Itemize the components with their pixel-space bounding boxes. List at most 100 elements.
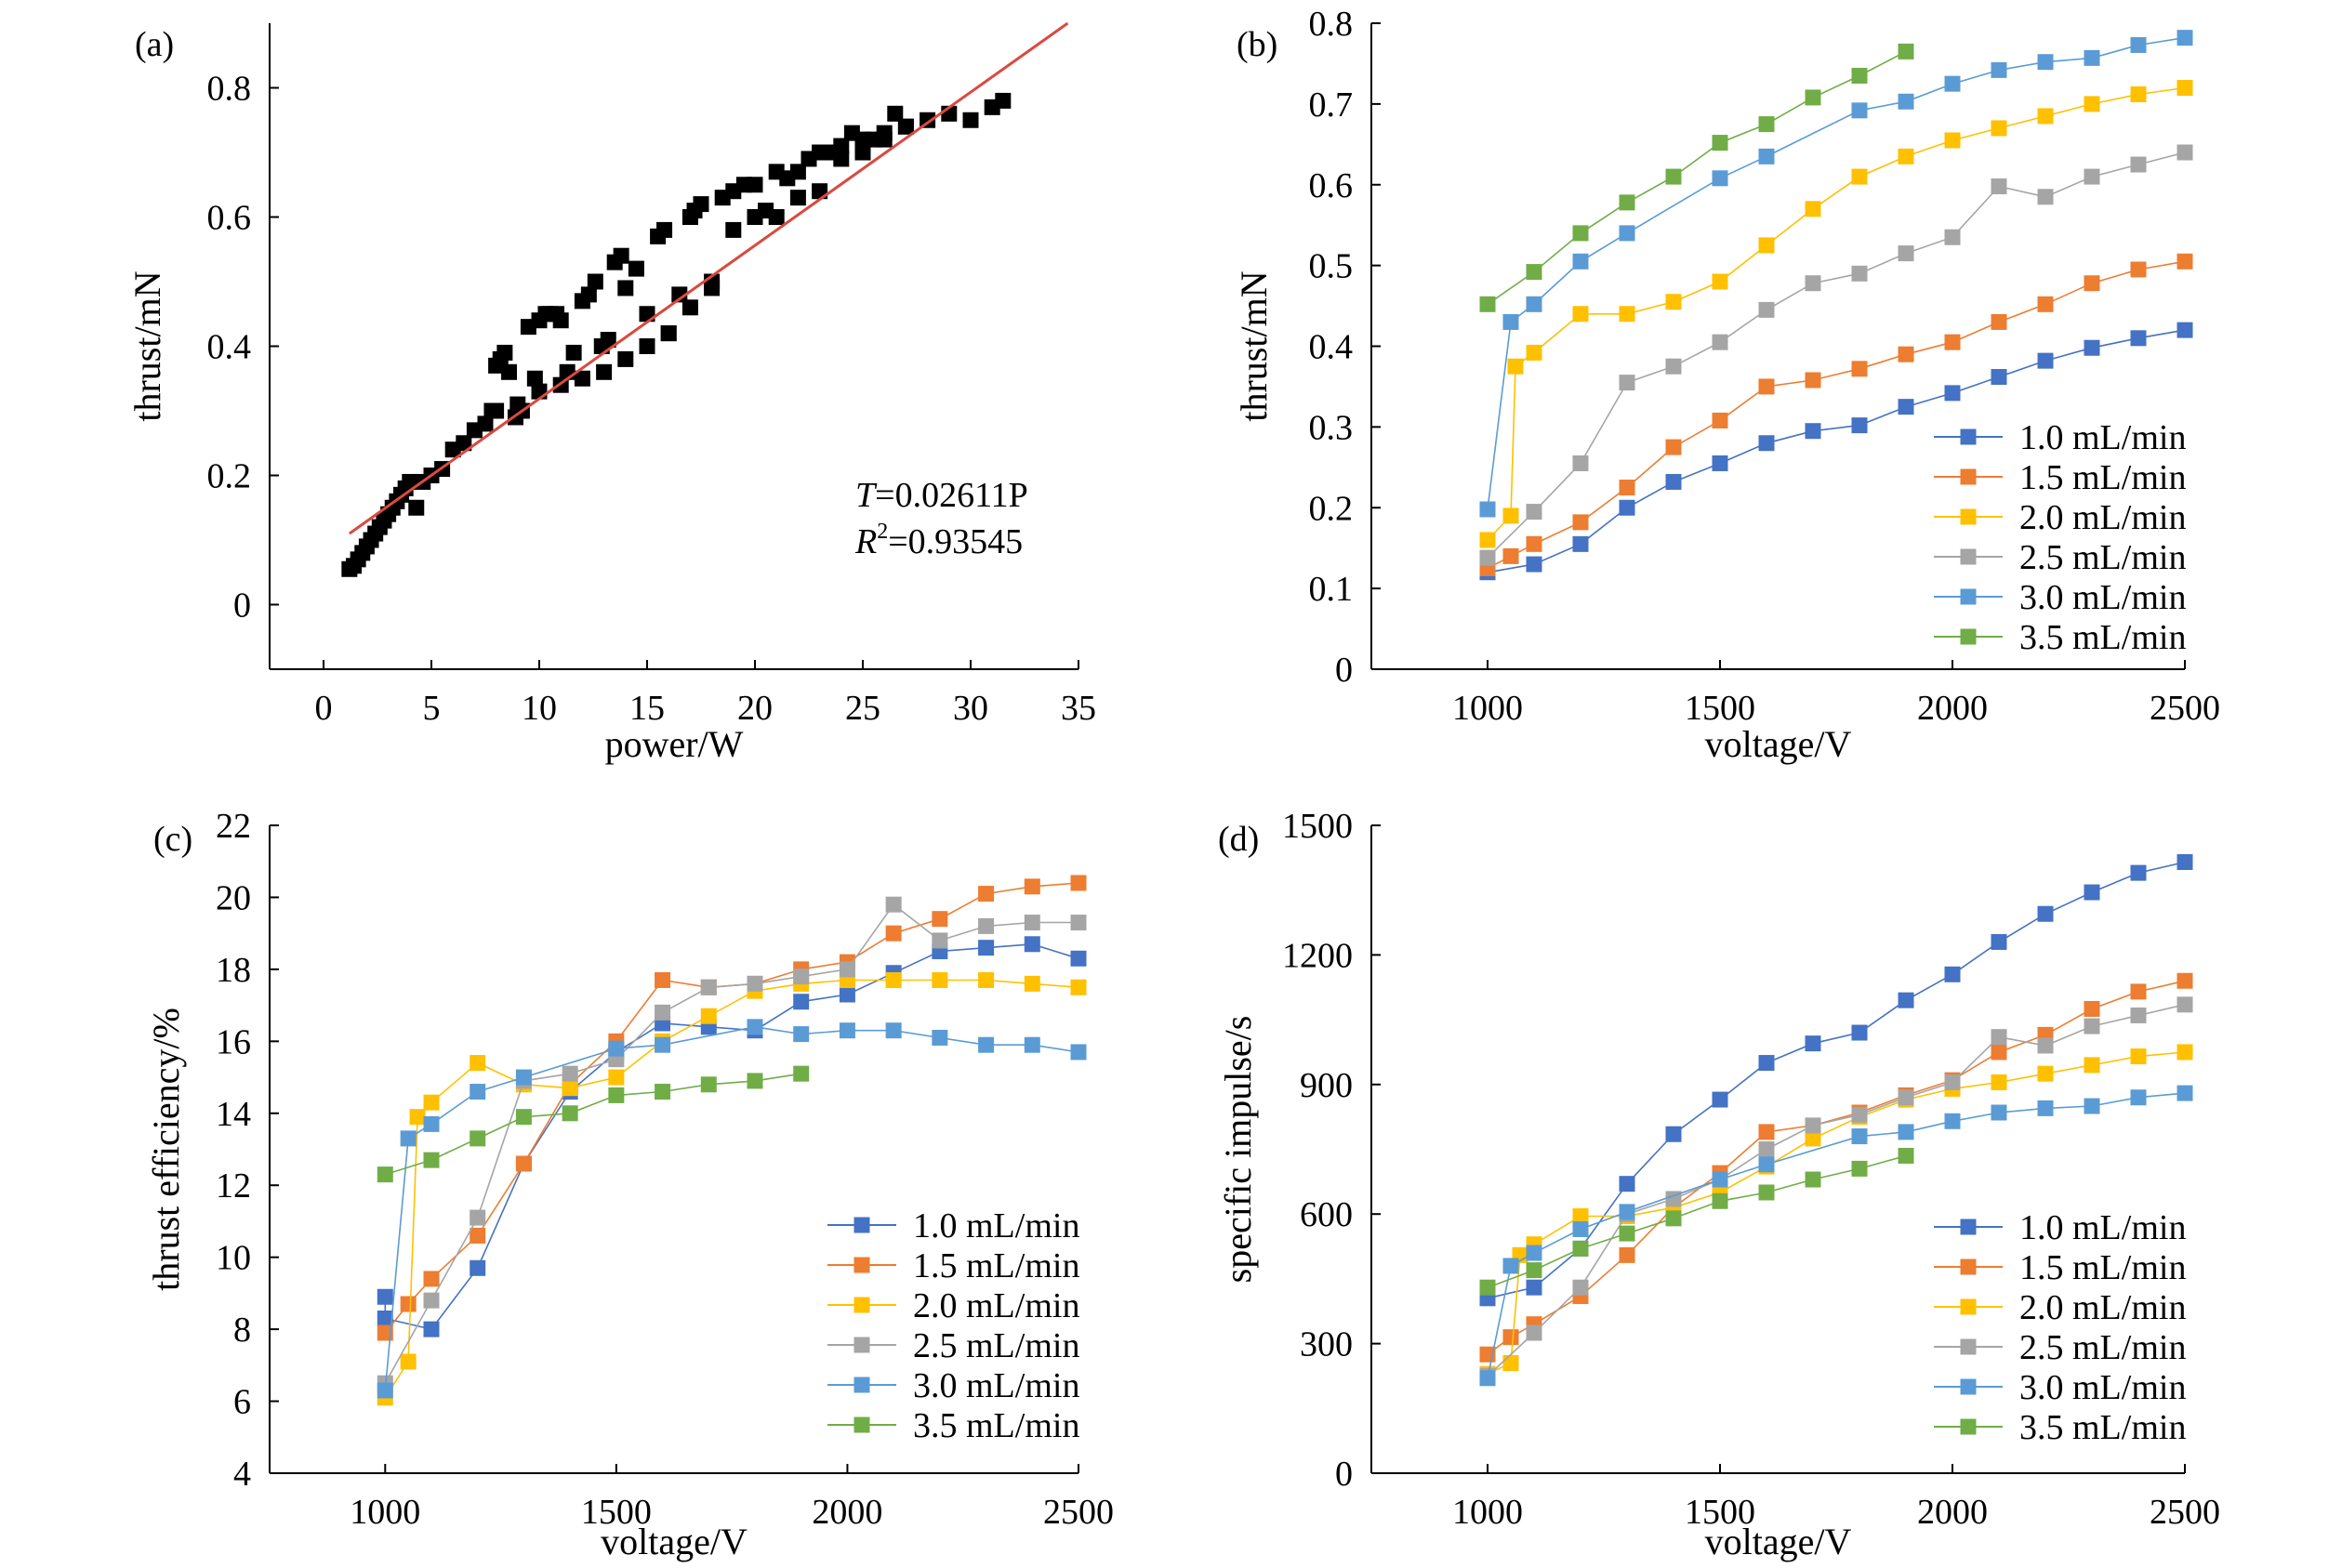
series-point <box>978 940 995 956</box>
series-5: 3.0 mL/min <box>1479 1085 2193 1407</box>
data-point <box>501 363 518 380</box>
series-point <box>1479 549 1496 566</box>
series-point <box>1665 1210 1682 1227</box>
series-point <box>1070 950 1087 967</box>
series-point <box>655 1084 671 1100</box>
series-point <box>2177 253 2193 270</box>
legend-marker <box>1960 1418 1977 1435</box>
series-point <box>1526 264 1542 281</box>
y-tick-label: 0.7 <box>1309 86 1354 125</box>
y-tick-label: 0 <box>233 586 251 626</box>
data-point <box>854 144 871 161</box>
legend-marker <box>1960 588 1977 605</box>
y-tick-label: 6 <box>233 1383 251 1422</box>
series-point <box>1507 358 1524 375</box>
series-line <box>1487 1004 2186 1377</box>
series-point <box>1805 372 1821 389</box>
series-point <box>1712 334 1728 350</box>
series-point <box>377 1324 393 1341</box>
x-tick-label: 1000 <box>1452 689 1523 728</box>
series-point <box>2130 983 2147 1000</box>
x-axis-label: voltage/V <box>1705 723 1852 765</box>
series-point <box>1070 875 1087 891</box>
series-point <box>1619 1246 1635 1263</box>
series-point <box>885 925 902 942</box>
series-point <box>1898 1147 1914 1164</box>
series-point <box>1619 499 1635 516</box>
data-point <box>897 118 914 135</box>
series-point <box>793 1065 810 1082</box>
data-point <box>600 332 616 349</box>
series-point <box>1944 75 1961 92</box>
series-point <box>470 1084 486 1100</box>
series-point <box>2177 1044 2193 1061</box>
series-point <box>1526 504 1542 520</box>
data-point <box>617 350 634 367</box>
series-point <box>515 1109 532 1126</box>
series-point <box>1712 273 1728 290</box>
legend-marker <box>1960 548 1977 565</box>
chart-panel-4: 0 300 600 900 1200 1500 1000 1500 2000 2500 (d) vol… <box>1217 807 2220 1562</box>
legend-marker <box>853 1297 870 1313</box>
legend-marker <box>1960 428 1977 445</box>
data-point <box>574 370 590 387</box>
series-point <box>1502 1355 1519 1372</box>
legend-marker <box>1960 1258 1977 1275</box>
series-line <box>385 1073 801 1176</box>
series-point <box>2037 352 2054 369</box>
series-point <box>423 1094 440 1111</box>
legend-label: 1.5 mL/min <box>913 1246 1079 1285</box>
series-point <box>470 1055 486 1072</box>
series-point <box>1572 1279 1589 1296</box>
series-point <box>1526 556 1542 573</box>
legend-marker <box>853 1416 870 1433</box>
fit-equation: T=0.02611P <box>855 476 1028 515</box>
data-point <box>617 280 634 296</box>
x-tick-label: 0 <box>315 689 333 728</box>
series-point <box>423 1152 440 1168</box>
series-point <box>1526 344 1542 361</box>
series-point <box>562 1105 578 1122</box>
data-point <box>526 370 543 387</box>
series-point <box>1898 346 1914 362</box>
series-point <box>2084 96 2100 112</box>
series-point <box>2037 108 2054 125</box>
legend-marker <box>1960 1378 1977 1395</box>
series-point <box>1898 245 1914 262</box>
data-point <box>531 383 548 400</box>
y-tick-label: 300 <box>1300 1325 1353 1364</box>
series-point <box>2177 80 2193 96</box>
legend-label: 1.5 mL/min <box>2019 458 2186 497</box>
y-axis-label: thrust/mN <box>126 270 168 421</box>
series-point <box>655 1004 671 1021</box>
data-point <box>768 209 785 225</box>
y-tick-label: 18 <box>216 951 251 990</box>
x-tick-label: 2500 <box>1043 1493 1114 1532</box>
series-point <box>1898 93 1914 110</box>
y-tick-label: 0.8 <box>1309 5 1354 44</box>
y-tick-label: 0 <box>1335 1455 1353 1494</box>
series-point <box>2084 339 2100 356</box>
legend-marker <box>1960 1219 1977 1235</box>
x-tick-label: 35 <box>1061 689 1096 728</box>
series-point <box>793 1026 810 1043</box>
series-point <box>978 886 995 903</box>
y-tick-label: 0.6 <box>1309 166 1354 205</box>
series-point <box>2037 189 2054 205</box>
fit-line <box>348 21 1069 535</box>
series-point <box>1526 1262 1542 1279</box>
series-point <box>1805 423 1821 440</box>
series-point <box>1944 1113 1961 1129</box>
series-point <box>2037 296 2054 312</box>
series-point <box>1758 301 1775 318</box>
x-tick-label: 2000 <box>1917 689 1988 728</box>
data-point <box>876 131 893 148</box>
x-tick-label: 1500 <box>1685 689 1755 728</box>
x-tick-label: 2000 <box>812 1493 882 1532</box>
series-point <box>515 1155 532 1172</box>
series-point <box>1805 1171 1821 1188</box>
series-point <box>1991 61 2007 78</box>
series-point <box>1665 168 1682 185</box>
series-4: 2.5 mL/min <box>377 896 1087 1391</box>
